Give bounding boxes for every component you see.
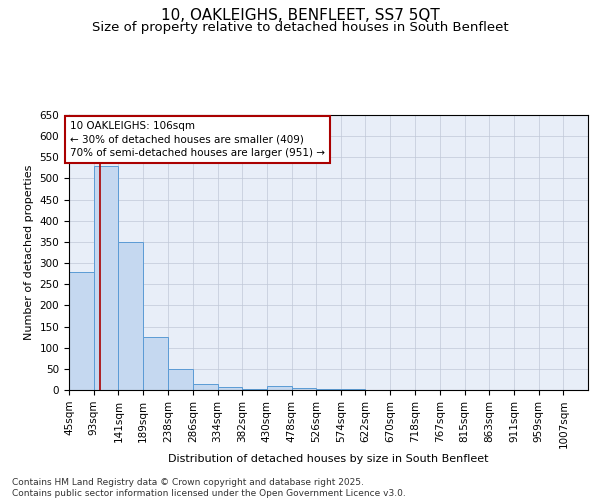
- Text: 10, OAKLEIGHS, BENFLEET, SS7 5QT: 10, OAKLEIGHS, BENFLEET, SS7 5QT: [161, 8, 439, 22]
- Bar: [341, 389, 365, 390]
- Bar: [218, 386, 242, 390]
- Text: Contains HM Land Registry data © Crown copyright and database right 2025.
Contai: Contains HM Land Registry data © Crown c…: [12, 478, 406, 498]
- Bar: [316, 389, 341, 390]
- Text: 10 OAKLEIGHS: 106sqm
← 30% of detached houses are smaller (409)
70% of semi-deta: 10 OAKLEIGHS: 106sqm ← 30% of detached h…: [70, 122, 325, 158]
- Bar: [69, 272, 94, 390]
- Bar: [193, 384, 218, 390]
- Bar: [118, 242, 143, 390]
- Bar: [242, 389, 267, 390]
- Y-axis label: Number of detached properties: Number of detached properties: [24, 165, 34, 340]
- Bar: [168, 369, 193, 390]
- Bar: [292, 388, 316, 390]
- Text: Size of property relative to detached houses in South Benfleet: Size of property relative to detached ho…: [92, 21, 508, 34]
- Bar: [143, 337, 168, 390]
- Bar: [94, 166, 118, 390]
- Bar: [267, 386, 292, 390]
- X-axis label: Distribution of detached houses by size in South Benfleet: Distribution of detached houses by size …: [168, 454, 489, 464]
